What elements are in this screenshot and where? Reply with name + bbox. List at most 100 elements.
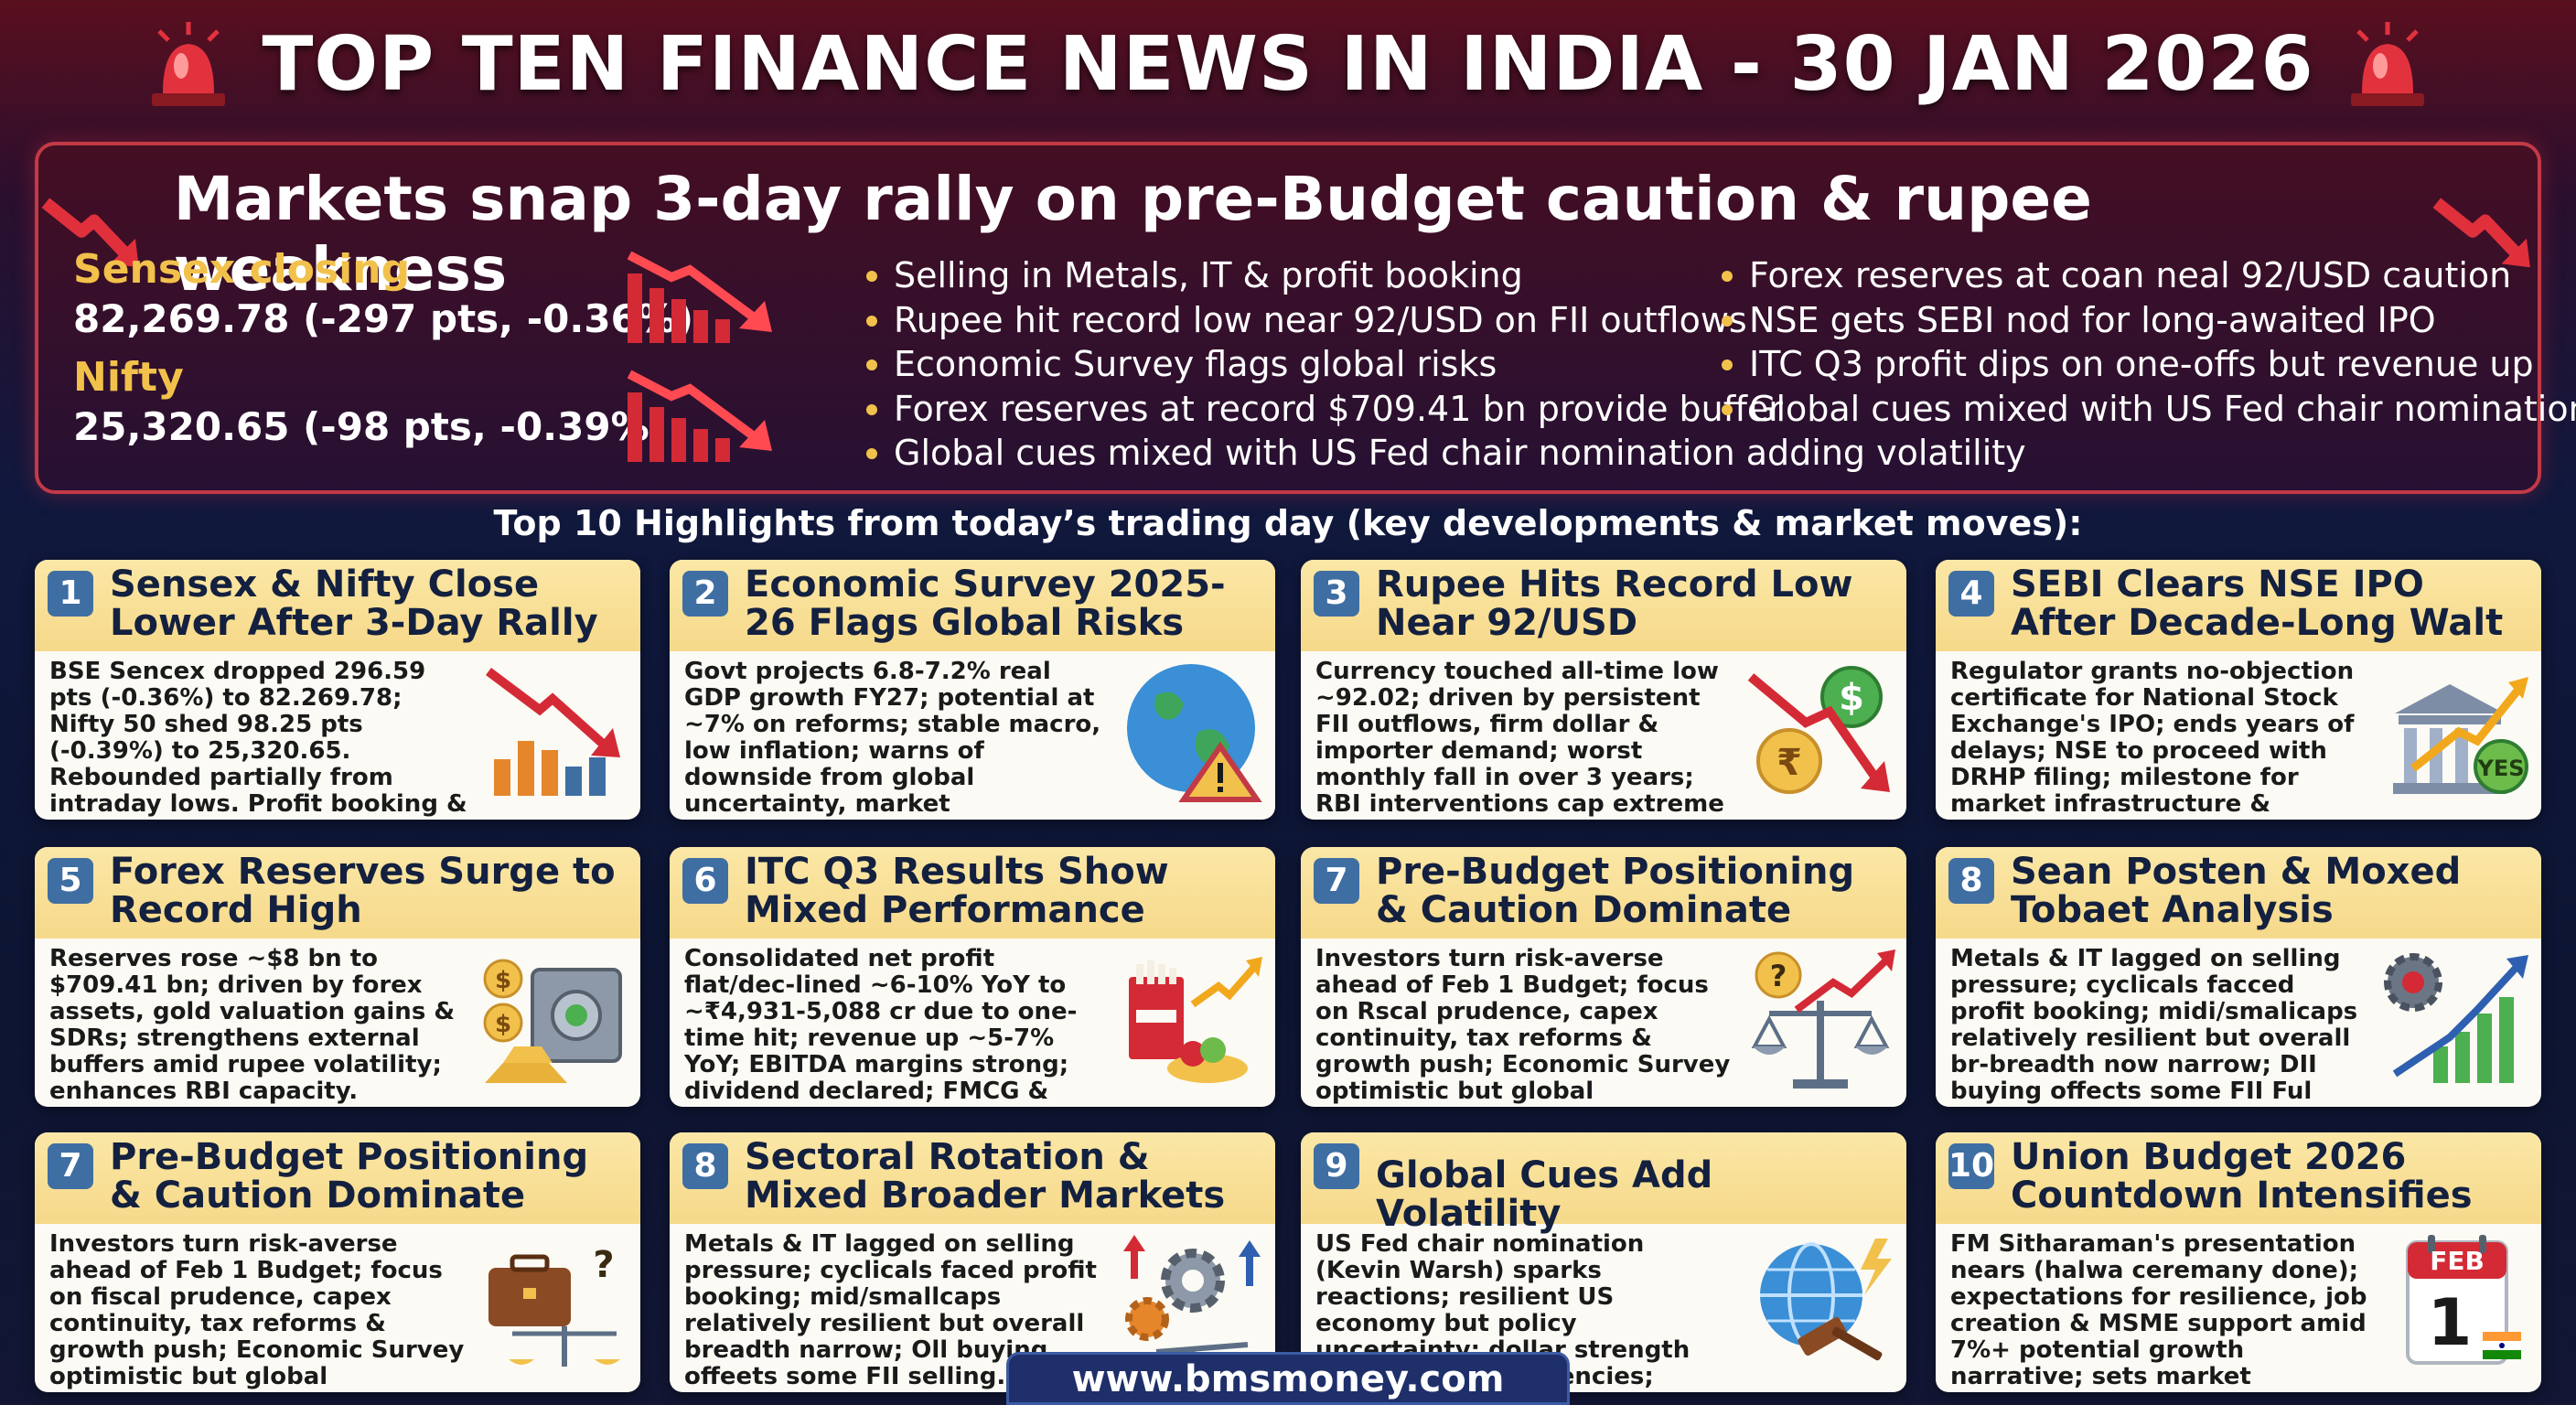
safe-gold-icon: $ $: [483, 959, 622, 1083]
card-body: Currency touched all-time low ~92.02; dr…: [1315, 658, 1724, 820]
summary-bullets-left: Selling in Metals, IT & profit booking R…: [866, 253, 2026, 476]
card-header: [1301, 847, 1906, 938]
sensex-falling-chart-icon: [627, 251, 772, 343]
news-card: 1 Sensex & Nifty Close Lower After 3-Day…: [35, 560, 640, 820]
bullet-item: Global cues mixed with US Fed chair nomi…: [1722, 387, 2576, 432]
summary-headline: Markets snap 3-day rally on pre-Budget c…: [173, 164, 2092, 305]
news-card: 5 Forex Reserves Surge to Record High Re…: [35, 847, 640, 1107]
card-header: [670, 560, 1275, 651]
siren-icon: [152, 22, 226, 106]
news-card: 2 Economic Survey 2025-26 Flags Global R…: [670, 560, 1275, 820]
card-number: 8: [1948, 858, 1994, 904]
card-body: Govt projects 6.8-7.2% real GDP growth F…: [684, 658, 1101, 820]
news-card: 3 Rupee Hits Record Low Near 92/USD Curr…: [1301, 560, 1906, 820]
card-title: ITC Q3 Results Show Mixed Performance: [745, 851, 1169, 931]
nifty-label: Nifty: [73, 354, 184, 401]
card-number: 7: [1314, 858, 1359, 904]
card-body: Regulator grants no-objection certificat…: [1950, 658, 2355, 820]
card-title: Pre-Budget Positioning & Caution Dominat…: [110, 1136, 589, 1217]
card-body: BSE Sencex dropped 296.59 pts (-0.36%) t…: [49, 658, 470, 820]
card-title: Sensex & Nifty Close Lower After 3-Day R…: [110, 563, 598, 644]
sensex-label: Sensex closing: [73, 246, 411, 293]
card-body: Metals & IT lagged on selling pressure; …: [1950, 945, 2358, 1108]
market-summary-panel: Markets snap 3-day rally on pre-Budget c…: [35, 142, 2576, 494]
falling-chart-icon: [486, 668, 620, 796]
card-header: [670, 847, 1275, 938]
bullet-item: Forex reserves at record $709.41 bn prov…: [866, 387, 2026, 432]
globe-gavel-icon: [1760, 1239, 1892, 1361]
svg-text:?: ?: [593, 1244, 614, 1286]
down-trend-arrow-icon: [2432, 198, 2531, 268]
card-number: 3: [1314, 571, 1359, 617]
card-title: SEBI Clears NSE IPO After Decade-Long Wa…: [2011, 563, 2504, 644]
bullet-item: Global cues mixed with US Fed chair nomi…: [866, 431, 2026, 476]
card-title: Economic Survey 2025-26 Flags Global Ris…: [745, 563, 1226, 644]
card-title: Pre-Budget Positioning & Caution Dominat…: [1376, 851, 1855, 931]
nifty-falling-chart-icon: [627, 370, 772, 462]
card-number: 7: [48, 1143, 93, 1189]
news-card: 8 Sectoral Rotation & Mixed Broader Mark…: [670, 1132, 1275, 1392]
fmcg-chart-icon: [1129, 957, 1262, 1083]
svg-text:₹: ₹: [1776, 742, 1802, 784]
svg-text:YES: YES: [2476, 756, 2524, 781]
card-number: 8: [682, 1143, 728, 1189]
bank-approval-icon: YES: [2393, 677, 2528, 794]
news-card: 4 SEBI Clears NSE IPO After Decade-Long …: [1936, 560, 2541, 820]
card-title: Union Budget 2026 Countdown Intensifies: [2011, 1136, 2473, 1217]
calendar-icon: FEB 1: [2406, 1235, 2521, 1365]
svg-text:?: ?: [1770, 959, 1787, 993]
card-number: 6: [682, 858, 728, 904]
news-card: 7 Pre-Budget Positioning & Caution Domin…: [35, 1132, 640, 1392]
briefcase-scale-icon: ?: [488, 1244, 620, 1367]
card-header: [670, 1132, 1275, 1224]
svg-text:$: $: [1839, 677, 1864, 719]
card-title: Sean Posten & Moxed Tobaet Analysis: [2011, 851, 2462, 931]
card-header: [35, 1132, 640, 1224]
card-header: [1936, 847, 2541, 938]
svg-text:$: $: [495, 1011, 511, 1038]
sensex-block: Sensex closing 82,269.78 (-297 pts, -0.3…: [73, 246, 693, 341]
card-number: 4: [1948, 571, 1994, 617]
news-card: 10 Union Budget 2026 Countdown Intensifi…: [1936, 1132, 2541, 1392]
card-body: FM Sitharaman's presentation nears (halw…: [1950, 1230, 2367, 1393]
gear-bars-icon: [2384, 953, 2528, 1083]
footer-website-link[interactable]: www.bmsmoney.com: [1006, 1352, 1570, 1405]
nifty-value: 25,320.65 (-98 pts, -0.39%): [73, 404, 667, 449]
card-number: 10: [1948, 1143, 1994, 1189]
card-number: 2: [682, 571, 728, 617]
siren-icon: [2350, 22, 2424, 106]
bullet-item: Selling in Metals, IT & profit booking: [866, 253, 2026, 298]
card-body: Reserves rose ~$8 bn to $709.41 bn; driv…: [49, 945, 456, 1105]
highlights-subheading: Top 10 Highlights from today’s trading d…: [493, 503, 2083, 543]
svg-text:$: $: [495, 967, 511, 994]
card-body: Consolidated net profit flat/dec-lined ~…: [684, 945, 1078, 1108]
bullet-item: Economic Survey flags global risks: [866, 342, 2026, 387]
card-header: [1301, 560, 1906, 651]
down-trend-arrow-icon: [41, 198, 139, 268]
card-number: 9: [1314, 1143, 1359, 1189]
news-card: 8 Sean Posten & Moxed Tobaet Analysis Me…: [1936, 847, 2541, 1107]
bullet-item: Forex reserves at coan neal 92/USD cauti…: [1722, 253, 2576, 298]
gears-rotation-icon: [1123, 1235, 1261, 1368]
summary-bullets-right: Forex reserves at coan neal 92/USD cauti…: [1722, 253, 2576, 431]
page-title: TOP TEN FINANCE NEWS IN INDIA - 30 JAN 2…: [262, 20, 2314, 108]
bullet-item: NSE gets SEBI nod for long-awaited IPO: [1722, 298, 2576, 343]
card-title: Sectoral Rotation & Mixed Broader Market…: [745, 1136, 1226, 1217]
card-title: Global Cues Add Volatility: [1376, 1154, 1713, 1235]
title-bar: TOP TEN FINANCE NEWS IN INDIA - 30 JAN 2…: [0, 0, 2576, 128]
card-body: Metals & IT lagged on selling pressure; …: [684, 1230, 1097, 1390]
card-header: [35, 560, 640, 651]
card-header: [1301, 1132, 1906, 1224]
card-title: Rupee Hits Record Low Near 92/USD: [1376, 563, 1853, 644]
sensex-value: 82,269.78 (-297 pts, -0.36%): [73, 296, 694, 341]
news-card: 6 ITC Q3 Results Show Mixed Performance …: [670, 847, 1275, 1107]
rupee-dollar-icon: $ ₹: [1747, 666, 1890, 794]
card-number: 5: [48, 858, 93, 904]
card-number: 1: [48, 571, 93, 617]
summary-header: Markets snap 3-day rally on pre-Budget c…: [38, 164, 2538, 305]
scale-question-icon: ?: [1751, 949, 1895, 1089]
card-header: [35, 847, 640, 938]
card-header: [1936, 1132, 2541, 1224]
card-body: Investors turn risk-averse ahead of Feb …: [1315, 945, 1731, 1108]
card-title: Forex Reserves Surge to Record High: [110, 851, 616, 931]
